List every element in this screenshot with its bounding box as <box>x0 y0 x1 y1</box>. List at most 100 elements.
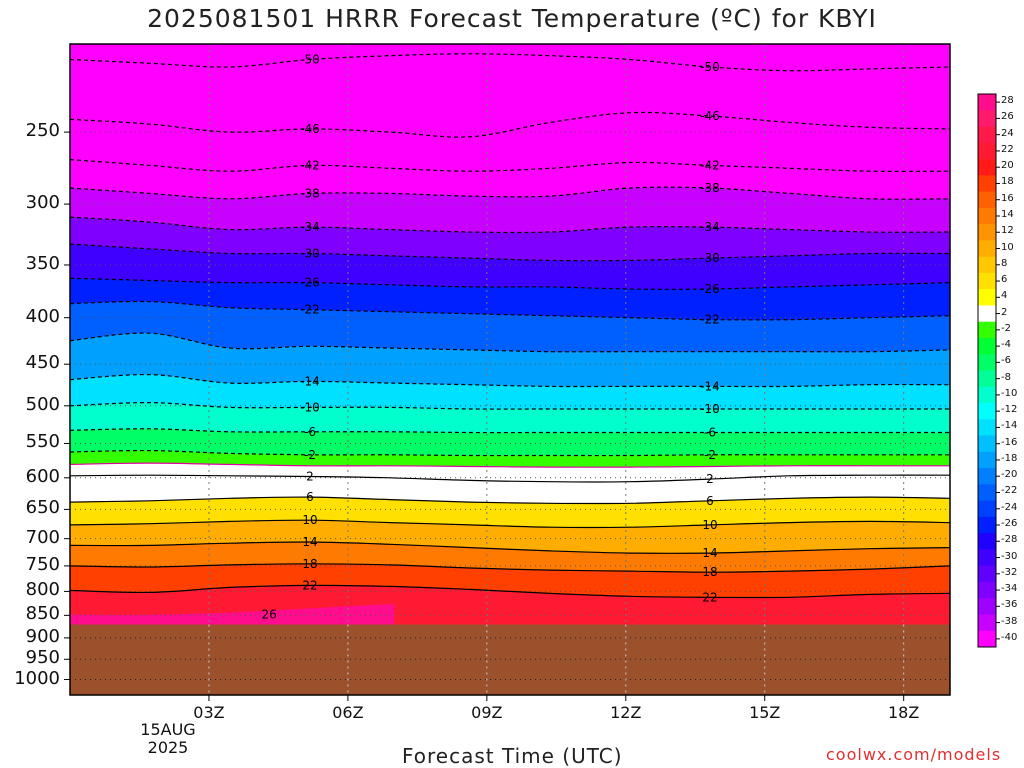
isotherm-label--14-1: -14 <box>700 379 720 393</box>
xtick-label: 18Z <box>888 703 920 722</box>
colorbar-label: -10 <box>1001 387 1018 399</box>
colorbar-swatch-4 <box>978 159 996 176</box>
isotherm-label--50-1: -50 <box>700 60 720 74</box>
colorbar-label: -18 <box>1001 452 1018 464</box>
isotherm-label--26-0: -26 <box>300 276 320 290</box>
colorbar-swatch-30 <box>978 581 996 599</box>
colorbar-swatch-23 <box>978 468 996 485</box>
colorbar-swatch-17 <box>978 370 996 388</box>
colorbar-swatch-16 <box>978 354 996 371</box>
colorbar-label: 26 <box>1001 111 1014 123</box>
isotherm-label--14-0: -14 <box>300 374 320 388</box>
colorbar-swatch-21 <box>978 435 996 453</box>
isotherm-label--34-0: -34 <box>300 220 320 234</box>
ytick-label: 250 <box>25 120 60 142</box>
isotherm-label-6-0: 6 <box>306 490 314 504</box>
colorbar-label: -8 <box>1001 371 1011 383</box>
isotherm-label--42-1: -42 <box>700 158 720 172</box>
isotherm-label--30-0: -30 <box>300 247 320 261</box>
colorbar-swatch-29 <box>978 565 996 583</box>
isotherm--34 <box>70 216 950 234</box>
isotherm-label--46-0: -46 <box>300 122 320 136</box>
colorbar-label: -26 <box>1001 518 1018 529</box>
ytick-label: 300 <box>25 192 60 214</box>
credit-link[interactable]: coolwx.com/models <box>826 745 1002 764</box>
xtick-label: 09Z <box>471 703 503 722</box>
colorbar-label: -6 <box>1001 355 1011 367</box>
ytick-label: 450 <box>25 352 60 374</box>
isotherm-label--34-1: -34 <box>700 220 720 234</box>
colorbar-swatch-22 <box>978 451 996 469</box>
colorbar-swatch-11 <box>978 272 996 290</box>
colorbar-swatch-31 <box>978 598 996 615</box>
isotherm--42 <box>70 159 950 173</box>
colorbar-label: -4 <box>1001 339 1011 351</box>
colorbar-label: -32 <box>1001 566 1018 578</box>
isotherm-10 <box>70 519 950 529</box>
isotherm-label--26-1: -26 <box>700 282 720 296</box>
isotherm--14 <box>70 373 950 388</box>
isotherm-label-6-1: 6 <box>706 494 714 508</box>
xtick-label: 03Z <box>193 703 225 722</box>
isotherm-label--6-0: -6 <box>304 425 316 439</box>
isotherm-label-2-1: 2 <box>706 472 714 486</box>
colorbar-label: 10 <box>1001 241 1014 253</box>
colorbar-label: 16 <box>1001 192 1014 204</box>
isotherm-label-26: 26 <box>262 607 277 621</box>
colorbar-label: -20 <box>1001 469 1018 481</box>
chart-title: 2025081501 HRRR Forecast Temperature (ºC… <box>147 4 877 33</box>
colorbar-label: -24 <box>1001 501 1018 513</box>
ytick-label: 900 <box>25 625 60 647</box>
colorbar-swatch-25 <box>978 500 996 518</box>
isotherm-2 <box>70 474 950 483</box>
colorbar-swatch-26 <box>978 516 996 534</box>
colorbar-label: 28 <box>1001 95 1014 107</box>
colorbar-label: -34 <box>1001 583 1018 595</box>
colorbar-swatch-3 <box>978 142 996 160</box>
colorbar-label: -30 <box>1001 550 1018 562</box>
colorbar-label: 12 <box>1001 225 1014 237</box>
ytick-label: 850 <box>25 603 60 625</box>
colorbar-label: 18 <box>1001 176 1014 188</box>
colorbar-swatch-6 <box>978 191 996 209</box>
isotherm-label--22-1: -22 <box>700 313 720 327</box>
isotherm-label--42-0: -42 <box>300 158 320 172</box>
colorbar-label: -28 <box>1001 534 1018 546</box>
isotherm-label-18-0: 18 <box>302 557 317 571</box>
isotherm--46 <box>70 111 950 138</box>
colorbar-label: -22 <box>1001 485 1018 497</box>
x-axis-label: Forecast Time (UTC) <box>402 744 623 768</box>
colorbar-swatch-12 <box>978 289 996 306</box>
isotherm-label--38-1: -38 <box>700 181 720 195</box>
colorbar-label: 8 <box>1001 257 1008 269</box>
ground-below-surface <box>70 624 950 695</box>
colorbar-swatch-15 <box>978 337 996 355</box>
isotherm-label--2-0: -2 <box>304 448 316 462</box>
colorbar-swatch-0 <box>978 94 996 111</box>
colorbar-label: 22 <box>1001 143 1014 155</box>
plot-frame <box>69 43 951 696</box>
colorbar-swatch-13 <box>978 305 996 323</box>
ytick-label: 400 <box>25 305 60 327</box>
ytick-label: 1000 <box>14 667 60 689</box>
colorbar-swatch-24 <box>978 484 996 502</box>
ytick-label: 350 <box>25 252 60 274</box>
isotherm-label-2-0: 2 <box>306 469 314 483</box>
ytick-label: 550 <box>25 431 60 453</box>
isotherm-label--30-1: -30 <box>700 251 720 265</box>
ytick-label: 750 <box>25 553 60 575</box>
colorbar-swatch-1 <box>978 110 996 128</box>
colorbar-label: -14 <box>1001 420 1018 432</box>
colorbar-swatch-20 <box>978 419 996 437</box>
colorbar-swatch-8 <box>978 224 996 241</box>
isotherm--38 <box>70 186 950 200</box>
colorbar-frame <box>977 93 997 648</box>
colorbar-swatch-7 <box>978 207 996 225</box>
colorbar-label: -16 <box>1001 436 1018 448</box>
colorbar-label: 2 <box>1001 306 1008 318</box>
colorbar-swatch-18 <box>978 386 996 404</box>
isotherm-label-14-0: 14 <box>302 535 317 549</box>
ytick-label: 500 <box>25 393 60 415</box>
isotherm-label--22-0: -22 <box>300 303 320 317</box>
isotherm-6 <box>70 496 950 505</box>
